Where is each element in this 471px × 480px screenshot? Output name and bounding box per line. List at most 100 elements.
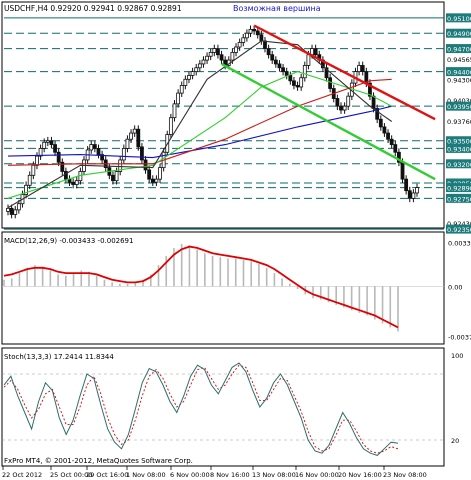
candle-body (197, 63, 202, 69)
candle-body (143, 159, 148, 171)
candle-body (154, 178, 159, 183)
candle-body (313, 48, 318, 56)
copyright-text: FxPro MT4, © 2001-2012, MetaQuotes Softw… (4, 457, 193, 465)
price-label-bg (446, 143, 471, 153)
candle-body (168, 117, 173, 135)
candle-body (255, 30, 260, 36)
candle-body (234, 46, 238, 53)
trend-lines (220, 24, 436, 181)
moving-average-line (7, 71, 392, 199)
candle-body (368, 82, 372, 97)
stoch-grid (2, 373, 444, 441)
candle-body (129, 132, 133, 140)
candle-body (194, 67, 199, 73)
candle-body (270, 54, 275, 61)
price-tick-label: 0.94565 (447, 56, 471, 64)
macd-signal (3, 245, 399, 329)
candle-body (273, 59, 278, 65)
candle-body (244, 32, 249, 39)
moving-average-line (7, 40, 393, 209)
stoch-title: Stoch(13,3,3) 17.2414 11.8344 (4, 353, 114, 361)
candle-body (411, 192, 416, 199)
macd-tick-label: 0.00 (448, 283, 462, 291)
candle-body (208, 52, 213, 57)
candle-body (49, 140, 54, 145)
candle-body (150, 178, 155, 183)
price-label-bg (446, 44, 471, 54)
candle-body (288, 75, 293, 82)
candle-body (125, 138, 130, 149)
candle-body (172, 103, 177, 119)
stoch-main-line (3, 362, 399, 456)
candle-body (6, 207, 10, 212)
candle-body (335, 98, 340, 107)
price-label-bg (446, 101, 471, 111)
candle-body (27, 174, 32, 186)
price-label-bg (446, 28, 471, 38)
annotation-label: Возможная вершина (233, 4, 321, 13)
candle-body (56, 151, 61, 163)
trend-line (220, 62, 436, 181)
candle-body (393, 144, 398, 153)
candle-body (31, 164, 36, 176)
candle-body (201, 59, 206, 65)
price-panel-frame (1, 1, 445, 229)
time-tick-label: 23 Nov 08:00 (383, 471, 427, 479)
price-label-bg (446, 224, 471, 234)
candle-body (299, 77, 304, 88)
time-tick-label: 20 Nov 16:00 (338, 471, 382, 479)
candle-body (147, 169, 152, 180)
candle-body (382, 126, 387, 134)
macd-panel-frame (1, 231, 445, 345)
candle-body (400, 161, 405, 180)
candle-body (92, 144, 97, 149)
candle-body (371, 95, 376, 109)
candle-body (140, 146, 144, 161)
macd-signal-line (3, 245, 399, 329)
candle-body (281, 67, 285, 73)
candle-body (237, 42, 242, 48)
time-tick-label: 22 Oct 2012 (2, 471, 42, 479)
candle-body (16, 203, 21, 211)
candle-body (45, 140, 50, 143)
time-tick-label: 13 Nov 08:00 (252, 471, 296, 479)
candle-body (38, 148, 43, 157)
candle-body (277, 63, 282, 69)
candle-body (219, 54, 224, 61)
candle-body (42, 141, 47, 149)
candle-body (263, 40, 267, 49)
candle-body (346, 95, 351, 107)
moving-average-line (7, 78, 392, 166)
candle-body (183, 78, 188, 86)
candle-body (342, 105, 347, 111)
price-label-bg (446, 178, 471, 188)
price-label-bg (446, 183, 471, 193)
candle-body (121, 148, 126, 161)
candle-body (360, 65, 365, 73)
candle-body (230, 52, 235, 61)
candle-body (118, 159, 123, 172)
candle-body (176, 92, 181, 105)
stoch-panel-frame (1, 347, 445, 467)
price-label-bg (446, 159, 471, 169)
price-label-bg (446, 67, 471, 77)
candle-body (111, 174, 115, 182)
candle-body (266, 48, 271, 56)
candle-body (158, 167, 162, 180)
candle-body (415, 187, 419, 194)
candle-body (339, 105, 343, 111)
candle-body (252, 28, 257, 32)
candle-body (216, 48, 220, 56)
candle-body (13, 209, 18, 215)
candle-body (407, 190, 412, 199)
